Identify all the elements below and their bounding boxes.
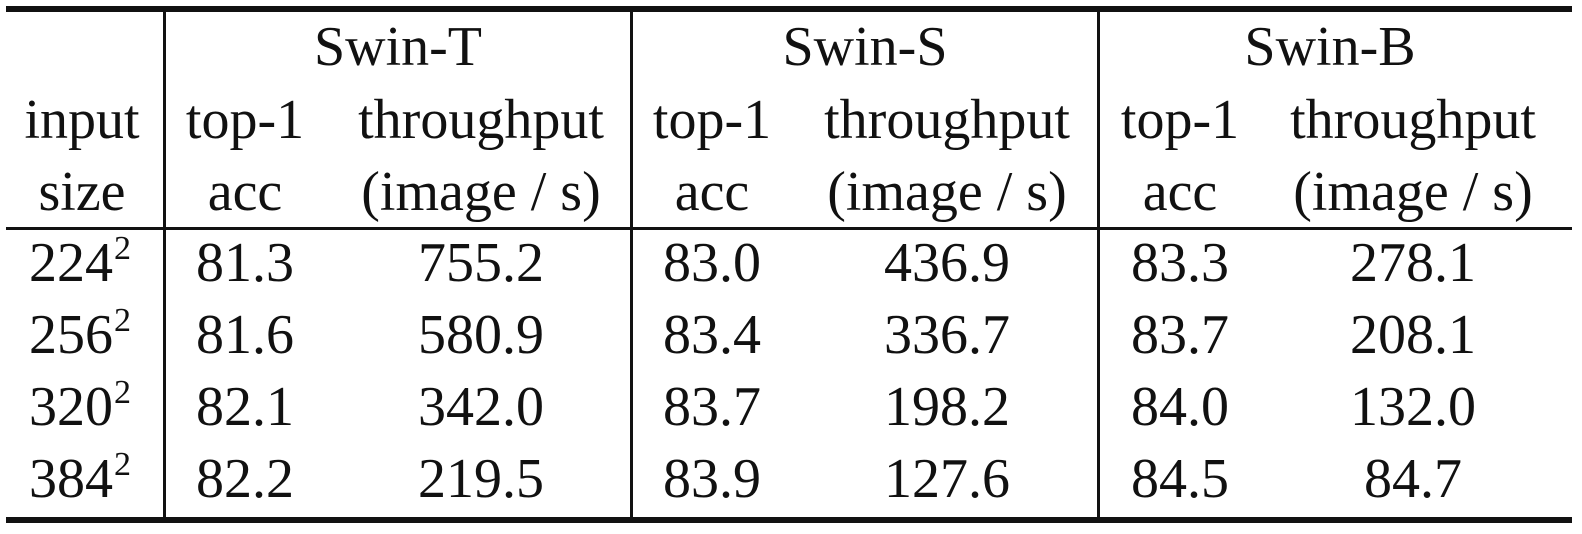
column-header-acc: top-1: [652, 89, 772, 151]
accuracy-cell: 84.5: [1131, 448, 1229, 510]
accuracy-cell: 84.0: [1131, 376, 1229, 438]
throughput-cell: 219.5: [418, 448, 544, 510]
accuracy-cell: 83.4: [663, 304, 761, 366]
column-header-throughput: (image / s): [361, 161, 601, 223]
throughput-cell: 84.7: [1364, 448, 1462, 510]
column-header-acc: top-1: [185, 89, 305, 151]
accuracy-cell: 82.1: [196, 376, 294, 438]
row-header-label: input: [24, 89, 140, 151]
throughput-cell: 208.1: [1350, 304, 1476, 366]
throughput-cell: 342.0: [418, 376, 544, 438]
group-header: Swin-B: [1244, 16, 1416, 78]
column-divider: [630, 12, 633, 517]
bottom-rule: [6, 517, 1572, 523]
column-header-acc: acc: [1142, 161, 1218, 223]
column-header-throughput: (image / s): [1293, 161, 1533, 223]
input-size-exponent: 2: [114, 446, 131, 483]
top-rule: [6, 6, 1572, 12]
throughput-cell: 278.1: [1350, 232, 1476, 294]
group-header: Swin-T: [314, 16, 482, 78]
column-divider: [1097, 12, 1100, 517]
accuracy-cell: 81.6: [196, 304, 294, 366]
column-header-throughput: throughput: [824, 89, 1070, 151]
accuracy-cell: 82.2: [196, 448, 294, 510]
throughput-cell: 127.6: [884, 448, 1010, 510]
row-header-label: size: [38, 161, 126, 223]
group-header: Swin-S: [782, 16, 948, 78]
column-header-throughput: throughput: [358, 89, 604, 151]
input-size-exponent: 2: [114, 230, 131, 267]
throughput-cell: 336.7: [884, 304, 1010, 366]
accuracy-cell: 83.9: [663, 448, 761, 510]
column-divider: [163, 12, 166, 517]
column-header-throughput: throughput: [1290, 89, 1536, 151]
column-header-acc: top-1: [1120, 89, 1240, 151]
input-size-value: 256: [29, 304, 113, 366]
input-size-value: 384: [29, 448, 113, 510]
input-size-exponent: 2: [114, 302, 131, 339]
input-size-value: 320: [29, 376, 113, 438]
throughput-cell: 198.2: [884, 376, 1010, 438]
throughput-cell: 436.9: [884, 232, 1010, 294]
throughput-cell: 132.0: [1350, 376, 1476, 438]
column-header-acc: acc: [674, 161, 750, 223]
accuracy-cell: 83.7: [663, 376, 761, 438]
input-size-exponent: 2: [114, 374, 131, 411]
input-size-cell: 2562: [29, 304, 131, 366]
column-header-acc: acc: [207, 161, 283, 223]
input-size-cell: 3202: [29, 376, 131, 438]
header-rule: [6, 227, 1572, 230]
input-size-cell: 2242: [29, 232, 131, 294]
accuracy-cell: 83.3: [1131, 232, 1229, 294]
accuracy-cell: 81.3: [196, 232, 294, 294]
accuracy-cell: 83.7: [1131, 304, 1229, 366]
throughput-cell: 580.9: [418, 304, 544, 366]
throughput-cell: 755.2: [418, 232, 544, 294]
accuracy-cell: 83.0: [663, 232, 761, 294]
column-header-throughput: (image / s): [827, 161, 1067, 223]
input-size-value: 224: [29, 232, 113, 294]
input-size-cell: 3842: [29, 448, 131, 510]
